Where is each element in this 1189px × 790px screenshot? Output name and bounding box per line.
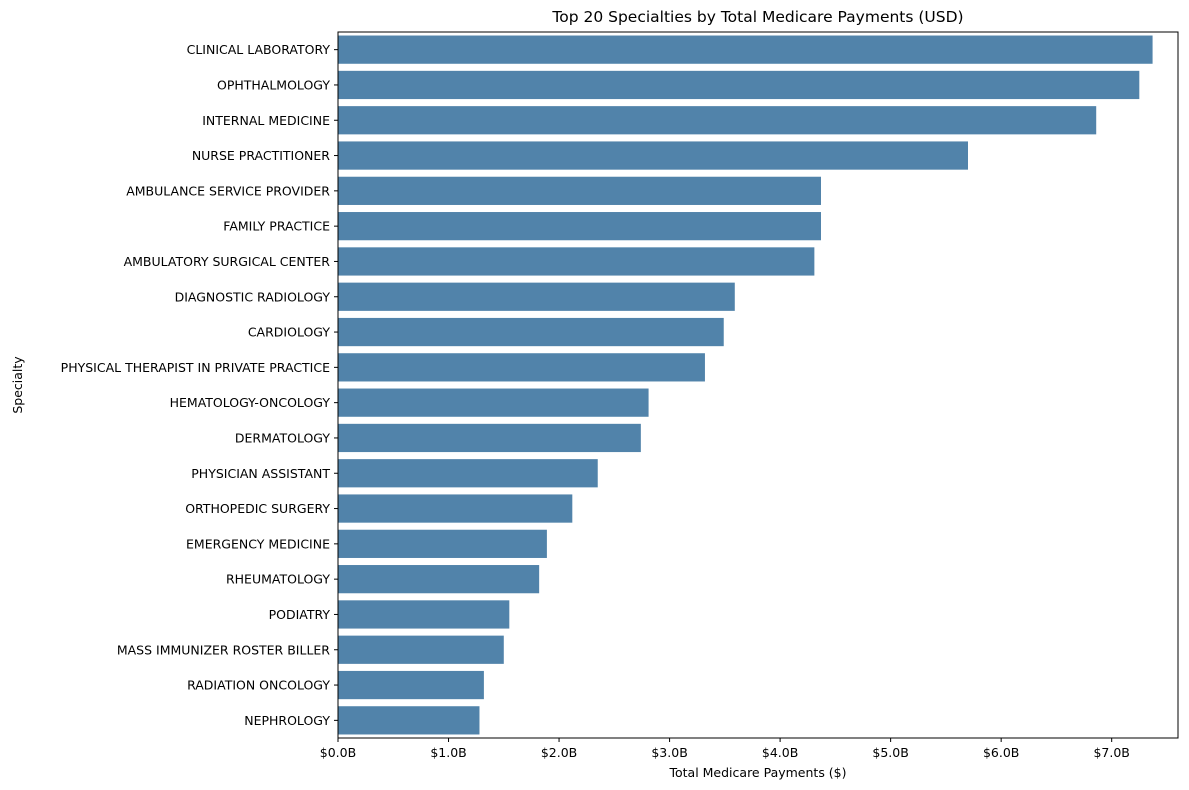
y-tick-label: RADIATION ONCOLOGY [187,678,330,693]
bar [338,176,821,205]
y-axis-label: Specialty [10,356,25,414]
bar [338,529,547,558]
y-tick-label: DIAGNOSTIC RADIOLOGY [175,289,331,304]
y-tick-label: PHYSICIAN ASSISTANT [191,466,330,481]
x-tick-label: $4.0B [762,745,798,760]
x-tick-label: $5.0B [872,745,908,760]
y-tick-label: CLINICAL LABORATORY [187,42,331,57]
bar [338,70,1140,100]
y-tick-label: CARDIOLOGY [248,325,331,340]
y-axis-ticks: CLINICAL LABORATORY OPHTHALMOLOGY INTERNAL… [61,42,338,728]
x-tick-label: $0.0B [320,745,356,760]
y-tick-label: RHEUMATOLOGY [226,572,330,587]
chart-title: Top 20 Specialties by Total Medicare Pay… [551,8,963,26]
bar [338,459,598,488]
bar [338,141,968,170]
bar [338,212,821,241]
x-tick-label: $6.0B [983,745,1019,760]
bar [338,565,540,594]
x-tick-label: $3.0B [651,745,687,760]
x-axis-label: Total Medicare Payments ($) [668,765,846,780]
x-tick-label: $7.0B [1093,745,1129,760]
x-tick-label: $2.0B [541,745,577,760]
x-axis-ticks: $0.0B $1.0B $2.0B $3.0B $4.0B $5.0B $6.0B $7.0B [320,738,1130,760]
bars-group [338,35,1153,735]
bar [338,423,641,453]
y-tick-label: MASS IMMUNIZER ROSTER BILLER [117,642,330,657]
y-tick-label: NEPHROLOGY [244,713,330,728]
bar [338,494,573,523]
bar [338,353,705,382]
y-tick-label: OPHTHALMOLOGY [217,77,330,92]
plot-area-frame [337,31,1179,739]
bar [338,600,510,629]
y-tick-label: EMERGENCY MEDICINE [186,536,330,551]
y-tick-label: HEMATOLOGY-ONCOLOGY [170,395,331,410]
y-tick-label: AMBULANCE SERVICE PROVIDER [126,183,330,198]
bar [338,670,484,700]
y-tick-label: DERMATOLOGY [235,430,330,445]
y-tick-label: PODIATRY [269,607,331,622]
x-tick-label: $1.0B [430,745,466,760]
y-tick-label: INTERNAL MEDICINE [202,113,330,128]
y-tick-label: ORTHOPEDIC SURGERY [185,501,330,516]
bar [338,282,735,311]
y-tick-label: AMBULATORY SURGICAL CENTER [124,254,331,269]
bar [338,706,480,735]
bar [338,388,649,417]
y-tick-label: NURSE PRACTITIONER [192,148,330,163]
bar [338,247,815,276]
y-tick-label: PHYSICAL THERAPIST IN PRIVATE PRACTICE [61,360,330,375]
y-tick-label: FAMILY PRACTICE [223,219,330,234]
bar [338,635,504,664]
bar [338,317,724,347]
bar [338,106,1097,135]
bar [338,35,1153,64]
